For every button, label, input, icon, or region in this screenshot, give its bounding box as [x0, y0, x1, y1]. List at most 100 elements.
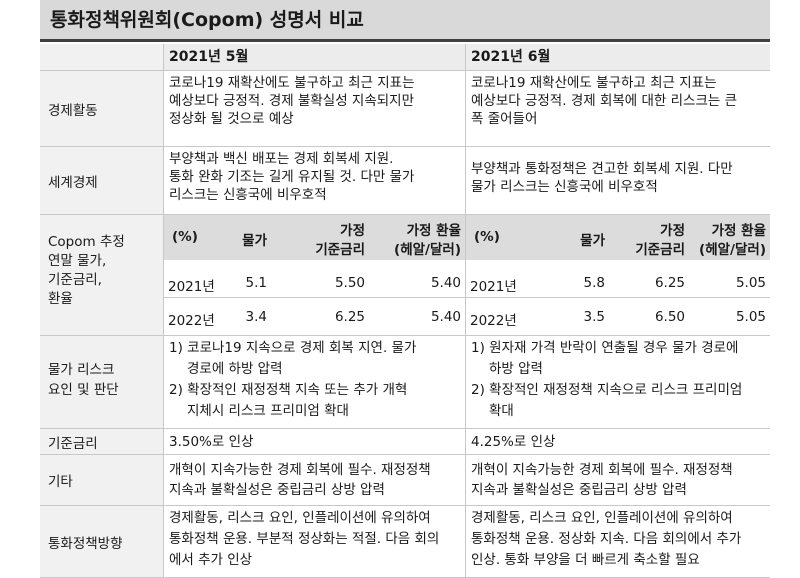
- text-line: 2) 확장적인 재정정책 지속 또는 추가 개혁: [169, 382, 408, 398]
- cell-world-jun: 부양책과 통화정책은 견고한 회복세 지원. 다만 물가 리스크는 신흥국에 비…: [465, 157, 770, 196]
- text-line: 부양책과 백신 배포는 경제 회복세 지원.: [169, 151, 394, 167]
- divider: [40, 214, 770, 215]
- row-label-rate: 기준금리: [40, 429, 163, 454]
- row-label-text: 물가 리스크: [48, 362, 115, 378]
- fx-value: 5.05: [735, 309, 766, 325]
- text-line: 지체시 리스크 프리미엄 확대: [187, 403, 349, 419]
- text-line: 통화 완화 기조는 길게 유지될 것. 다만 물가: [169, 169, 415, 185]
- forecast-header: [164, 215, 465, 260]
- fx-value: 5.40: [430, 275, 461, 291]
- text-line: 폭 줄어들어: [471, 111, 538, 127]
- text-line: 지속과 불확실성은 중립금리 상방 압력: [169, 482, 385, 498]
- text-line: 개혁이 지속가능한 경제 회복에 필수. 재정정책: [471, 462, 733, 478]
- col-header-fx-2: (헤알/달러): [699, 242, 766, 258]
- row-label-text: 환율: [48, 291, 73, 307]
- text-line: 예상보다 긍정적. 경제 불확실성 지속되지만: [169, 93, 415, 109]
- col-header-rate-1: 가정: [340, 223, 365, 239]
- row-label-copom: Copom 추정 연말 물가, 기준금리, 환율: [40, 215, 163, 335]
- column-header-jun: 2021년 6월: [465, 44, 770, 70]
- row-label-risk: 물가 리스크 요인 및 판단: [40, 336, 163, 428]
- divider: [40, 505, 770, 506]
- row-label-policy: 통화정책방향: [40, 506, 163, 577]
- row-label-econ: 경제활동: [40, 71, 163, 146]
- text-line: 3.50%로 인상: [169, 433, 254, 450]
- text-line: 하방 압력: [489, 361, 543, 377]
- col-header-rate-2: 기준금리: [635, 242, 685, 258]
- divider: [40, 146, 770, 147]
- cpi-value: 3.5: [583, 309, 605, 325]
- row-label-text: Copom 추정: [48, 234, 125, 250]
- col-header-fx-1: 가정 환율: [406, 223, 461, 239]
- year-label: 2022년: [470, 313, 517, 329]
- text-line: 정상화 될 것으로 예상: [169, 111, 294, 127]
- unit-label: (%): [474, 229, 500, 245]
- row-label-text: 기준금리,: [48, 272, 102, 288]
- text-line: 리스크는 신흥국에 비우호적: [169, 187, 327, 203]
- year-label: 2022년: [168, 313, 215, 329]
- cell-econ-jun: 코로나19 재확산에도 불구하고 최근 지표는 예상보다 긍정적. 경제 회복에…: [465, 71, 770, 128]
- unit-label: (%): [172, 229, 198, 245]
- row-label-text: 기타: [48, 474, 73, 490]
- text-line: 코로나19 재확산에도 불구하고 최근 지표는: [471, 75, 717, 91]
- text-line: 개혁이 지속가능한 경제 회복에 필수. 재정정책: [169, 462, 431, 478]
- row-label-world: 세계경제: [40, 147, 163, 214]
- divider: [40, 70, 770, 71]
- rate-value: 6.25: [334, 309, 365, 325]
- forecast-header: [466, 215, 770, 260]
- row-label-etc: 기타: [40, 455, 163, 505]
- text-line: 4.25%로 인상: [471, 433, 556, 450]
- rate-value: 6.50: [654, 309, 685, 325]
- cell-risk-may: 1) 코로나19 지속으로 경제 회복 지연. 물가 경로에 하방 압력 2) …: [163, 336, 465, 422]
- col-header-rate-2: 기준금리: [315, 242, 365, 258]
- row-label-text: 요인 및 판단: [48, 382, 119, 398]
- divider: [40, 454, 770, 455]
- col-header-fx-1: 가정 환율: [711, 223, 766, 239]
- cell-econ-may: 코로나19 재확산에도 불구하고 최근 지표는 예상보다 긍정적. 경제 불확실…: [163, 71, 465, 128]
- col-header-fx-2: (헤알/달러): [394, 242, 461, 258]
- cpi-value: 5.1: [245, 275, 267, 291]
- text-line: 1) 코로나19 지속으로 경제 회복 지연. 물가: [169, 340, 417, 356]
- forecast-table-may: (%) 물가 가정 기준금리 가정 환율 (헤알/달러) 2021년 5.1 5…: [164, 215, 465, 335]
- rate-value: 5.50: [334, 275, 365, 291]
- cpi-value: 5.8: [583, 275, 605, 291]
- col-header-cpi: 물가: [242, 233, 267, 249]
- fx-value: 5.40: [430, 309, 461, 325]
- cell-etc-may: 개혁이 지속가능한 경제 회복에 필수. 재정정책 지속과 불확실성은 중립금리…: [163, 455, 465, 500]
- text-line: 2) 확장적인 재정정책 지속으로 리스크 프리미엄: [471, 382, 743, 398]
- text-line: 부양책과 통화정책은 견고한 회복세 지원. 다만: [471, 161, 733, 177]
- forecast-table-jun: (%) 물가 가정 기준금리 가정 환율 (헤알/달러) 2021년 5.8 6…: [466, 215, 770, 335]
- text-line: 예상보다 긍정적. 경제 회복에 대한 리스크는 큰: [471, 93, 738, 109]
- page-title: 통화정책위원회(Copom) 성명서 비교: [40, 0, 770, 42]
- text-line: 인상. 통화 부양을 더 빠르게 축소할 필요: [471, 552, 700, 568]
- cell-rate-may: 3.50%로 인상: [163, 429, 465, 454]
- row-label-text: 기준금리: [48, 435, 98, 452]
- divider: [163, 44, 164, 578]
- divider: [164, 297, 465, 298]
- divider: [40, 428, 770, 429]
- text-line: 1) 원자재 가격 반락이 연출될 경우 물가 경로에: [471, 340, 739, 356]
- fx-value: 5.05: [735, 275, 766, 291]
- header-spacer: [40, 44, 163, 70]
- row-label-text: 세계경제: [48, 174, 98, 191]
- row-label-text: 통화정책방향: [48, 535, 123, 552]
- cell-risk-jun: 1) 원자재 가격 반락이 연출될 경우 물가 경로에 하방 압력 2) 확장적…: [465, 336, 770, 422]
- year-label: 2021년: [470, 279, 517, 295]
- row-label-text: 경제활동: [48, 102, 98, 119]
- column-header-may: 2021년 5월: [163, 44, 465, 70]
- cpi-value: 3.4: [245, 309, 267, 325]
- text-line: 확대: [489, 403, 514, 419]
- divider: [466, 297, 770, 298]
- text-line: 경제활동, 리스크 요인, 인플레이션에 유의하여: [169, 510, 431, 526]
- cell-world-may: 부양책과 백신 배포는 경제 회복세 지원. 통화 완화 기조는 길게 유지될 …: [163, 147, 465, 204]
- text-line: 물가 리스크는 신흥국에 비우호적: [471, 179, 658, 195]
- cell-rate-jun: 4.25%로 인상: [465, 429, 770, 454]
- row-label-text: 연말 물가,: [48, 253, 107, 269]
- text-line: 에서 추가 인상: [169, 552, 253, 568]
- text-line: 지속과 불확실성은 중립금리 상방 압력: [471, 482, 687, 498]
- divider: [465, 44, 466, 578]
- year-label: 2021년: [168, 279, 215, 295]
- text-line: 통화정책 운용. 정상화 지속. 다음 회의에서 추가: [471, 531, 742, 547]
- text-line: 통화정책 운용. 부분적 정상화는 적절. 다음 회의: [169, 531, 440, 547]
- cell-policy-may: 경제활동, 리스크 요인, 인플레이션에 유의하여 통화정책 운용. 부분적 정…: [163, 506, 465, 571]
- col-header-cpi: 물가: [580, 233, 605, 249]
